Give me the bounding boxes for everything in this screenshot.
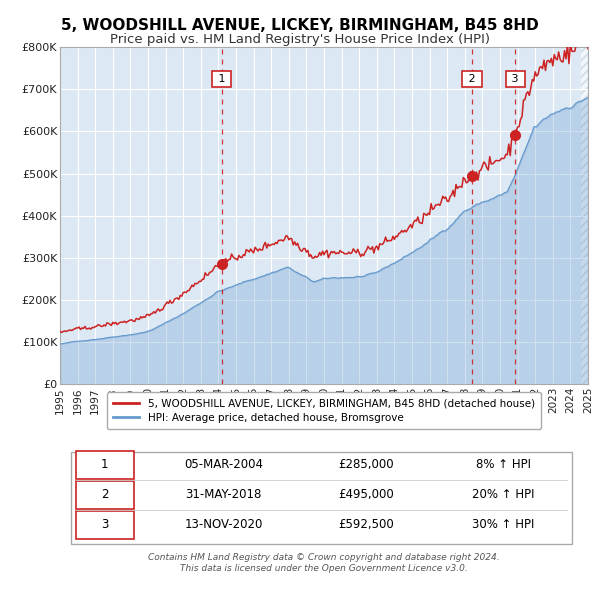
Text: 3: 3 bbox=[508, 74, 523, 84]
Text: 31-MAY-2018: 31-MAY-2018 bbox=[185, 489, 262, 502]
FancyBboxPatch shape bbox=[76, 451, 134, 479]
FancyBboxPatch shape bbox=[71, 452, 572, 544]
FancyBboxPatch shape bbox=[76, 511, 134, 539]
Text: £592,500: £592,500 bbox=[338, 519, 394, 532]
Text: £285,000: £285,000 bbox=[338, 458, 394, 471]
Text: 5, WOODSHILL AVENUE, LICKEY, BIRMINGHAM, B45 8HD: 5, WOODSHILL AVENUE, LICKEY, BIRMINGHAM,… bbox=[61, 18, 539, 34]
Text: 8% ↑ HPI: 8% ↑ HPI bbox=[476, 458, 531, 471]
Text: Contains HM Land Registry data © Crown copyright and database right 2024.
This d: Contains HM Land Registry data © Crown c… bbox=[148, 553, 500, 573]
Text: 13-NOV-2020: 13-NOV-2020 bbox=[184, 519, 263, 532]
FancyBboxPatch shape bbox=[76, 481, 134, 509]
Text: £495,000: £495,000 bbox=[338, 489, 394, 502]
Text: 05-MAR-2004: 05-MAR-2004 bbox=[184, 458, 263, 471]
Text: 30% ↑ HPI: 30% ↑ HPI bbox=[472, 519, 535, 532]
Text: 1: 1 bbox=[215, 74, 229, 84]
Text: 3: 3 bbox=[101, 519, 109, 532]
Text: 2: 2 bbox=[101, 489, 109, 502]
Text: Price paid vs. HM Land Registry's House Price Index (HPI): Price paid vs. HM Land Registry's House … bbox=[110, 33, 490, 46]
Text: 2: 2 bbox=[465, 74, 479, 84]
Text: 20% ↑ HPI: 20% ↑ HPI bbox=[472, 489, 535, 502]
Text: 1: 1 bbox=[101, 458, 109, 471]
Legend: 5, WOODSHILL AVENUE, LICKEY, BIRMINGHAM, B45 8HD (detached house), HPI: Average : 5, WOODSHILL AVENUE, LICKEY, BIRMINGHAM,… bbox=[107, 392, 541, 429]
